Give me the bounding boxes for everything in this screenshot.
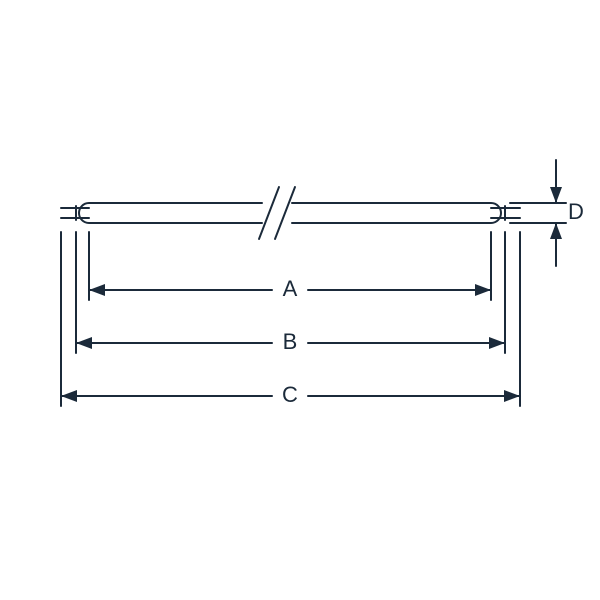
arrowhead: [550, 187, 562, 203]
dim-label-B: B: [283, 329, 298, 354]
tube-right-segment: [292, 203, 501, 223]
dim-label-D: D: [568, 199, 584, 224]
dim-label-A: A: [283, 276, 298, 301]
arrowhead: [550, 223, 562, 239]
arrowhead: [475, 284, 491, 296]
arrowhead: [89, 284, 105, 296]
arrowhead: [489, 337, 505, 349]
tube-left-segment: [79, 203, 262, 223]
dim-label-C: C: [282, 382, 298, 407]
arrowhead: [504, 390, 520, 402]
arrowhead: [61, 390, 77, 402]
arrowhead: [76, 337, 92, 349]
